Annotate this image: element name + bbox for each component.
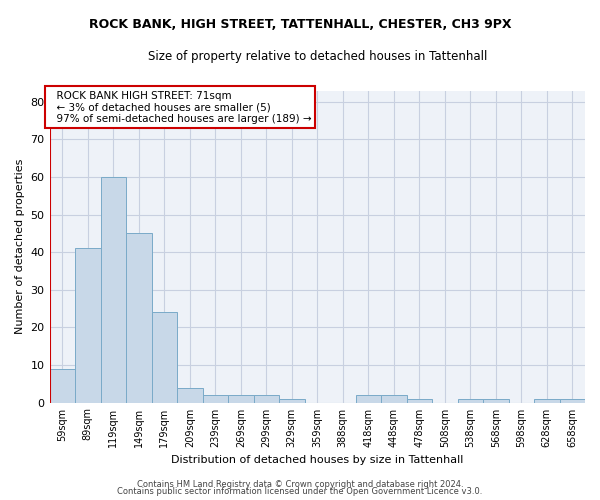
Bar <box>101 177 126 402</box>
Text: Contains HM Land Registry data © Crown copyright and database right 2024.: Contains HM Land Registry data © Crown c… <box>137 480 463 489</box>
Bar <box>152 312 177 402</box>
Bar <box>254 395 279 402</box>
Bar <box>560 399 585 402</box>
Bar <box>356 395 381 402</box>
Bar <box>50 368 75 402</box>
Bar <box>534 399 560 402</box>
Bar <box>458 399 483 402</box>
Bar <box>75 248 101 402</box>
Bar <box>228 395 254 402</box>
Text: Contains public sector information licensed under the Open Government Licence v3: Contains public sector information licen… <box>118 488 482 496</box>
Bar <box>126 234 152 402</box>
Bar <box>279 399 305 402</box>
Bar <box>177 388 203 402</box>
Y-axis label: Number of detached properties: Number of detached properties <box>15 159 25 334</box>
X-axis label: Distribution of detached houses by size in Tattenhall: Distribution of detached houses by size … <box>171 455 463 465</box>
Bar <box>381 395 407 402</box>
Bar <box>407 399 432 402</box>
Title: Size of property relative to detached houses in Tattenhall: Size of property relative to detached ho… <box>148 50 487 63</box>
Bar <box>483 399 509 402</box>
Text: ROCK BANK, HIGH STREET, TATTENHALL, CHESTER, CH3 9PX: ROCK BANK, HIGH STREET, TATTENHALL, CHES… <box>89 18 511 30</box>
Text: ROCK BANK HIGH STREET: 71sqm
  ← 3% of detached houses are smaller (5)
  97% of : ROCK BANK HIGH STREET: 71sqm ← 3% of det… <box>50 90 311 124</box>
Bar <box>203 395 228 402</box>
